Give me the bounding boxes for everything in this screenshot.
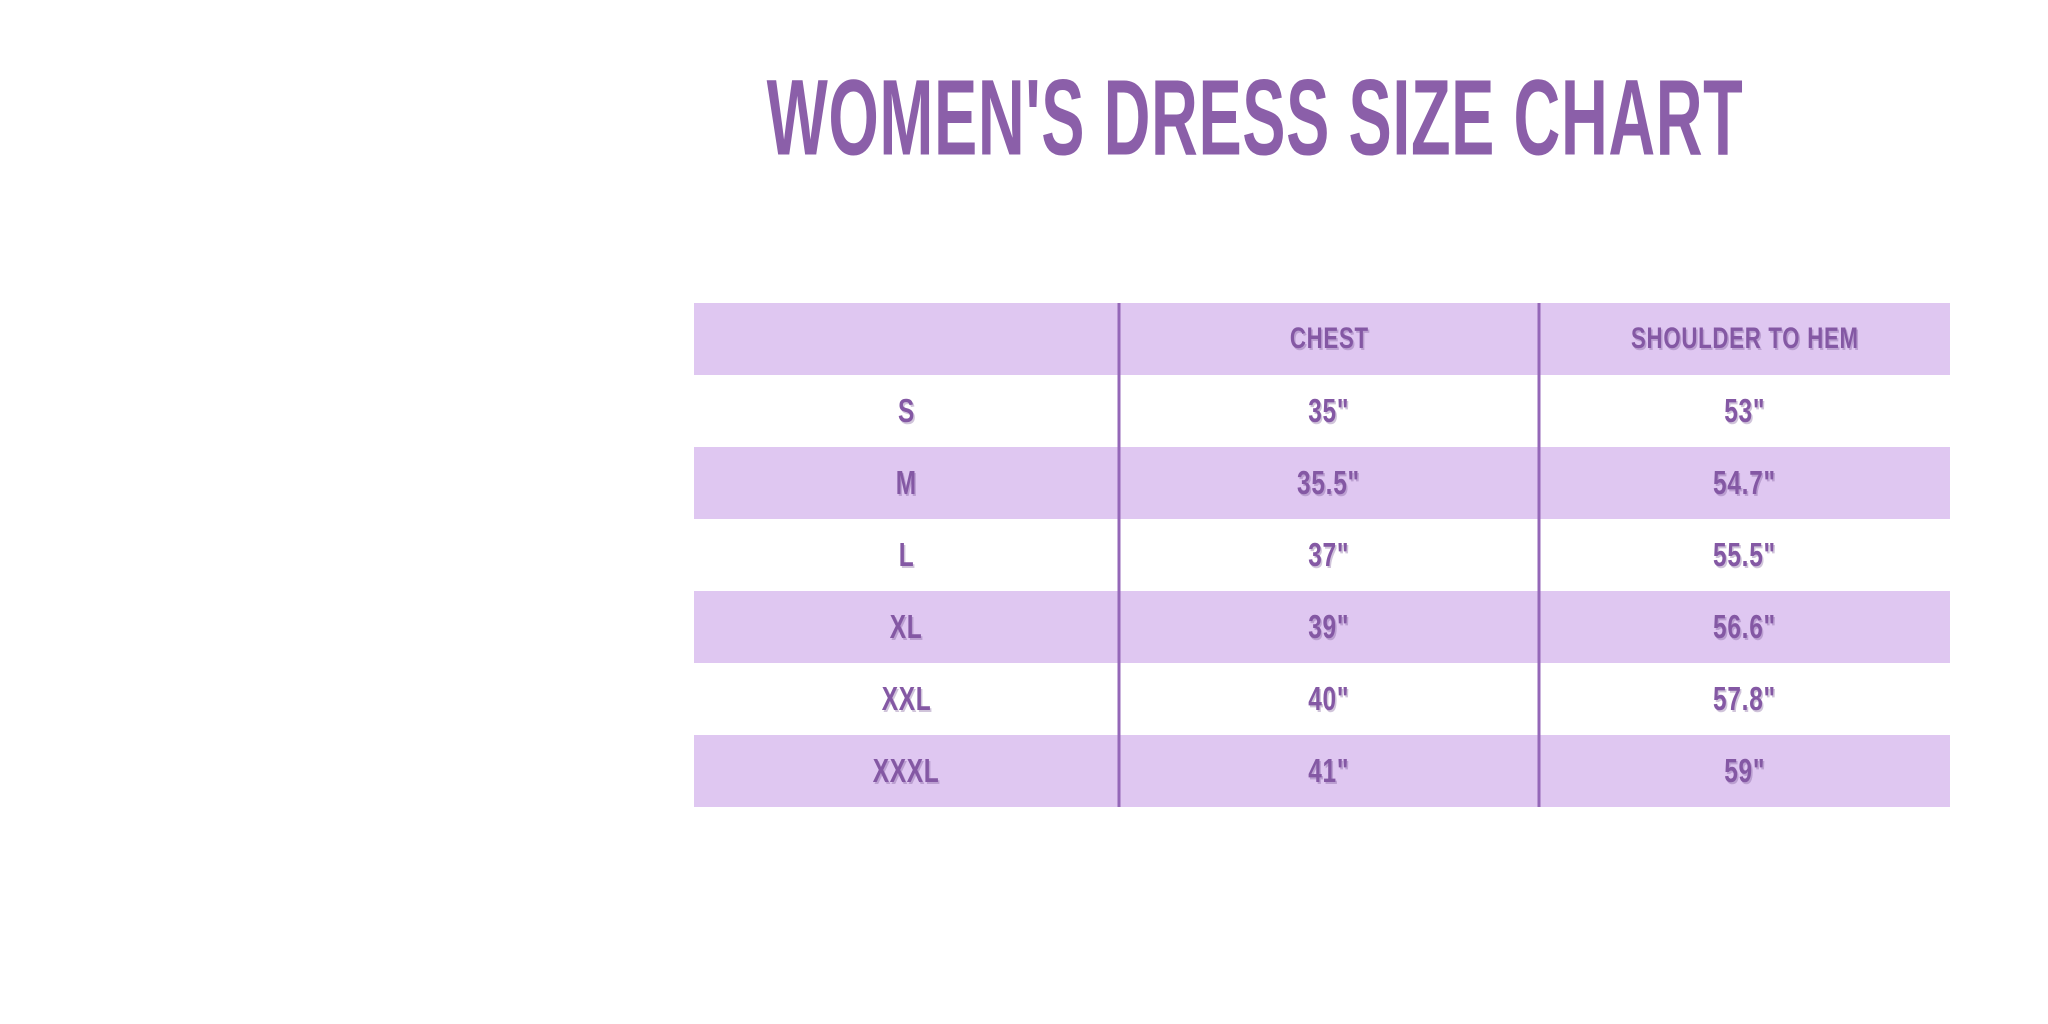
chest-cell: 35" [1119,375,1540,447]
chest-value: 40" [1308,680,1350,717]
size-label: M [895,464,917,501]
shoulder-to-hem-value: 54.7" [1713,464,1777,501]
size-label: L [898,536,915,573]
table-row-xl: XL 39" 56.6" [694,591,1950,663]
size-chart-table: CHEST SHOULDER TO HEM S 35" 53" M 35.5" [694,303,1950,807]
shoulder-to-hem-cell: 57.8" [1539,663,1950,735]
size-cell: XXXL [694,735,1119,807]
header-shoulder-to-hem-label: SHOULDER TO HEM [1630,322,1859,355]
header-cell-chest: CHEST [1119,303,1540,375]
table-row-xxxl: XXXL 41" 59" [694,735,1950,807]
shoulder-to-hem-cell: 59" [1539,735,1950,807]
shoulder-to-hem-value: 59" [1724,752,1766,789]
table-row-s: S 35" 53" [694,375,1950,447]
chest-value: 39" [1308,608,1350,645]
size-cell: XXL [694,663,1119,735]
table-row-xxl: XXL 40" 57.8" [694,663,1950,735]
shoulder-to-hem-cell: 53" [1539,375,1950,447]
column-divider-2 [1537,303,1541,807]
size-label: XXL [881,680,932,717]
chest-value: 35" [1308,392,1350,429]
chest-value: 35.5" [1297,464,1361,501]
size-cell: L [694,519,1119,591]
page-title: WOMEN'S DRESS SIZE CHART [766,56,1744,178]
table-row-m: M 35.5" 54.7" [694,447,1950,519]
shoulder-to-hem-value: 55.5" [1713,536,1777,573]
size-cell: M [694,447,1119,519]
shoulder-to-hem-cell: 55.5" [1539,519,1950,591]
header-cell-size [694,303,1119,375]
shoulder-to-hem-cell: 54.7" [1539,447,1950,519]
header-chest-label: CHEST [1289,322,1369,355]
size-cell: S [694,375,1119,447]
chest-cell: 39" [1119,591,1540,663]
size-cell: XL [694,591,1119,663]
header-cell-shoulder-to-hem: SHOULDER TO HEM [1539,303,1950,375]
chest-cell: 35.5" [1119,447,1540,519]
table-header-row: CHEST SHOULDER TO HEM [694,303,1950,375]
column-divider-1 [1117,303,1121,807]
chest-value: 37" [1308,536,1350,573]
size-label: XL [889,608,923,645]
shoulder-to-hem-cell: 56.6" [1539,591,1950,663]
chest-cell: 37" [1119,519,1540,591]
chest-value: 41" [1308,752,1350,789]
shoulder-to-hem-value: 53" [1724,392,1766,429]
chest-cell: 41" [1119,735,1540,807]
shoulder-to-hem-value: 57.8" [1713,680,1777,717]
table-row-l: L 37" 55.5" [694,519,1950,591]
size-label: S [897,392,915,429]
size-label: XXXL [872,752,940,789]
shoulder-to-hem-value: 56.6" [1713,608,1777,645]
chest-cell: 40" [1119,663,1540,735]
